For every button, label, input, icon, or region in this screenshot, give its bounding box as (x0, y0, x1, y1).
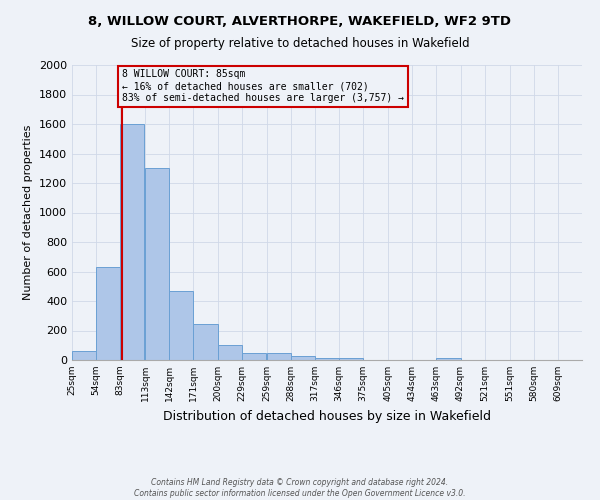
Bar (120, 124, 145, 360)
Text: 8, WILLOW COURT, ALVERTHORPE, WAKEFIELD, WF2 9TD: 8, WILLOW COURT, ALVERTHORPE, WAKEFIELD,… (89, 15, 511, 28)
Bar (193, 324, 218, 360)
Bar (242, 352, 266, 360)
X-axis label: Distribution of detached houses by size in Wakefield: Distribution of detached houses by size … (163, 410, 491, 422)
Bar (96, 267, 120, 360)
Bar (291, 356, 315, 360)
Y-axis label: Number of detached properties: Number of detached properties (23, 125, 34, 300)
Bar (266, 354, 291, 360)
Bar (339, 358, 363, 360)
Bar (315, 358, 339, 360)
Bar (72, 351, 96, 360)
Bar (145, 168, 169, 360)
Bar (218, 345, 242, 360)
Bar (169, 290, 193, 360)
Text: Contains HM Land Registry data © Crown copyright and database right 2024.
Contai: Contains HM Land Registry data © Crown c… (134, 478, 466, 498)
Text: Size of property relative to detached houses in Wakefield: Size of property relative to detached ho… (131, 38, 469, 51)
Text: 8 WILLOW COURT: 85sqm
← 16% of detached houses are smaller (702)
83% of semi-det: 8 WILLOW COURT: 85sqm ← 16% of detached … (122, 70, 404, 102)
Bar (436, 358, 461, 360)
